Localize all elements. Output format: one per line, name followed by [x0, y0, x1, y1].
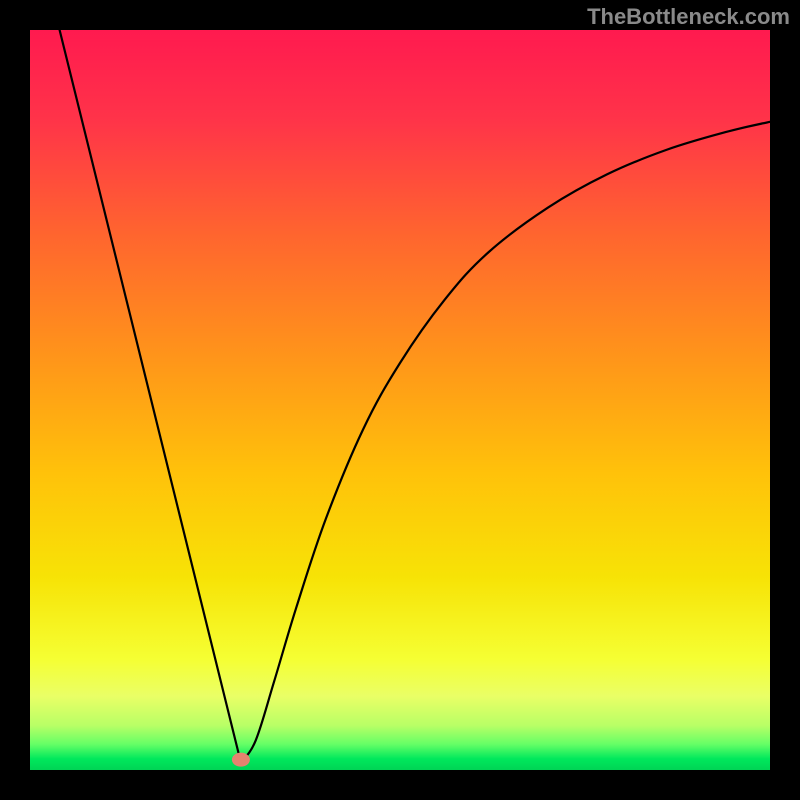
optimum-marker [232, 753, 250, 767]
attribution-text: TheBottleneck.com [587, 4, 790, 30]
chart-plot-area [30, 30, 770, 770]
bottleneck-curve [30, 30, 770, 770]
